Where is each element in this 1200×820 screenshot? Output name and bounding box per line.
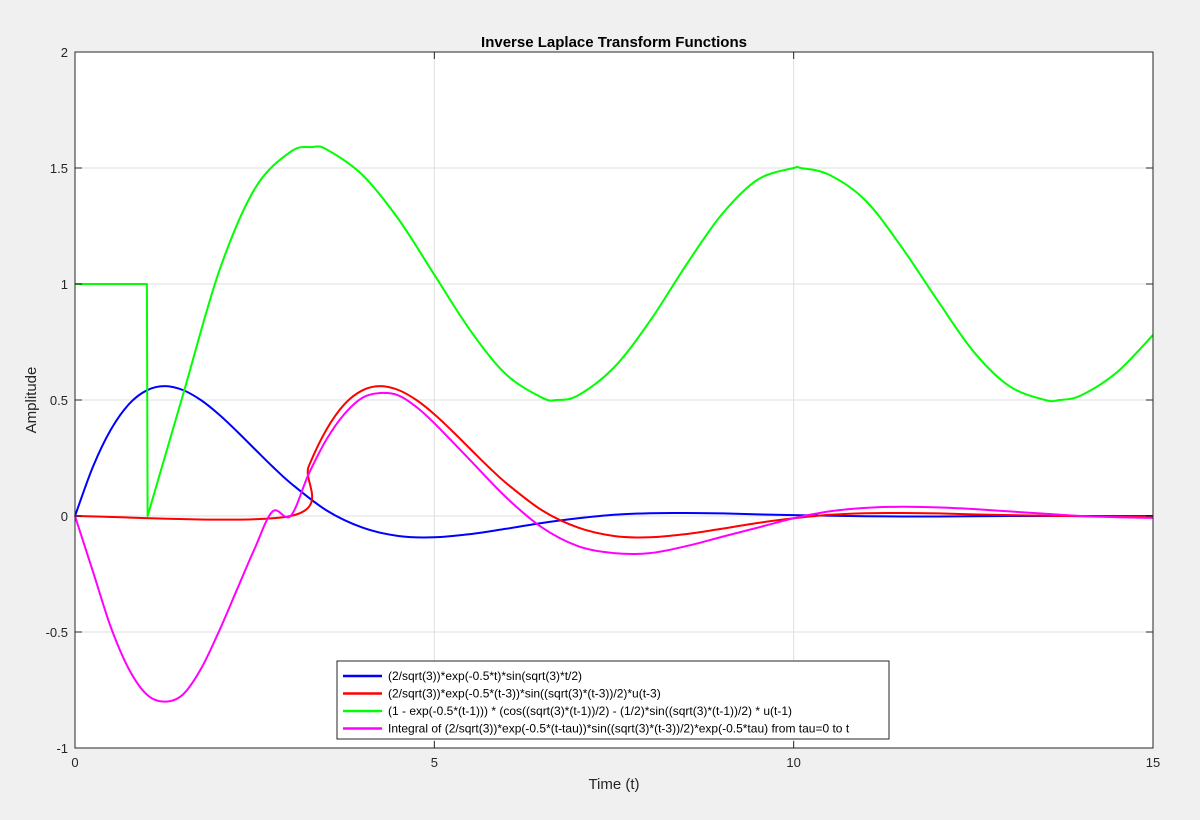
x-tick-label: 0 — [71, 755, 78, 770]
y-tick-label: 1.5 — [50, 161, 68, 176]
y-tick-label: 1 — [61, 277, 68, 292]
legend-label-3: (1 - exp(-0.5*(t-1))) * (cos((sqrt(3)*(t… — [388, 704, 792, 718]
x-tick-label: 10 — [786, 755, 800, 770]
x-tick-label: 15 — [1146, 755, 1160, 770]
axis-ticks: 0 5 10 15 -1 -0.5 0 0.5 1 1.5 2 — [46, 45, 1161, 770]
y-tick-label: 2 — [61, 45, 68, 60]
x-tick-label: 5 — [431, 755, 438, 770]
x-axis-label: Time (t) — [588, 776, 639, 793]
series-lines — [74, 145, 1154, 703]
y-tick-label: 0 — [61, 509, 68, 524]
y-tick-label: -1 — [56, 741, 68, 756]
legend-label-1: (2/sqrt(3))*exp(-0.5*t)*sin(sqrt(3)*t/2) — [388, 669, 582, 683]
series-line-2 — [74, 385, 1154, 539]
y-axis-label: Amplitude — [23, 367, 40, 434]
chart-title: Inverse Laplace Transform Functions — [481, 34, 747, 51]
legend-label-2: (2/sqrt(3))*exp(-0.5*(t-3))*sin((sqrt(3)… — [388, 687, 661, 701]
y-tick-label: -0.5 — [46, 625, 68, 640]
y-tick-label: 0.5 — [50, 393, 68, 408]
legend-box — [336, 660, 890, 740]
series-line-3 — [75, 145, 1154, 517]
legend-label-4: Integral of (2/sqrt(3))*exp(-0.5*(t-tau)… — [388, 722, 850, 736]
series-line-4 — [74, 391, 1154, 703]
legend: (2/sqrt(3))*exp(-0.5*t)*sin(sqrt(3)*t/2)… — [336, 660, 890, 740]
